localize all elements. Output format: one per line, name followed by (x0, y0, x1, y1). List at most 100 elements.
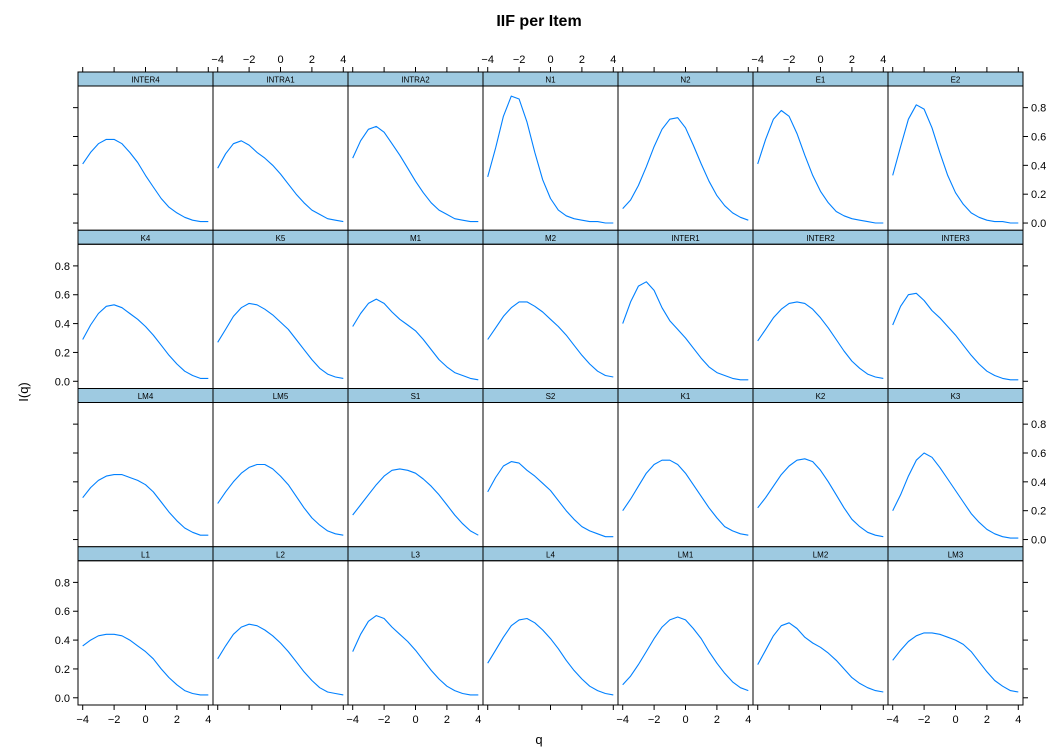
panel-frame (752, 402, 889, 548)
strip-label: INTER4 (131, 76, 160, 85)
iif-curve-lm4 (82, 474, 209, 536)
strip-label: L1 (141, 550, 150, 559)
x-tick-label: 4 (205, 714, 211, 726)
panel-n1: N1 (482, 71, 619, 231)
strip-label: K1 (681, 392, 691, 401)
iif-curve-e2 (892, 104, 1019, 224)
panel-frame (77, 243, 214, 389)
iif-curve-n1 (487, 95, 614, 224)
panel-k1: K1 (617, 388, 754, 548)
x-tick-label: 4 (610, 54, 616, 66)
iif-curve-n2 (622, 117, 749, 221)
iif-curve-inter2 (757, 301, 884, 379)
iif-curve-l2 (217, 623, 344, 696)
x-tick-label: 2 (309, 54, 315, 66)
panel-frame (617, 402, 754, 548)
strip-label: LM4 (138, 392, 154, 401)
panel-frame (752, 560, 889, 706)
y-tick-label: 0.4 (55, 319, 70, 331)
iif-curve-lm1 (622, 616, 749, 692)
strip-label: LM3 (948, 550, 964, 559)
y-tick-label: 0.2 (1031, 506, 1046, 518)
axes: −4 −2 0 2 4 −4 −2 0 2 4 −4 −2 0 2 4 −4 −2 0 2 4 −4 −2 0 2 4 −4 −2 0… (55, 54, 1047, 726)
y-tick-label: 0.8 (55, 261, 70, 273)
y-tick-label: 0.6 (55, 606, 70, 618)
strip-label: LM5 (273, 392, 289, 401)
strip-label: L2 (276, 550, 285, 559)
x-tick-label: −2 (648, 714, 661, 726)
y-tick-label: 0.4 (1031, 160, 1046, 172)
y-tick-label: 0.8 (1031, 419, 1046, 431)
panel-l4: L4 (482, 546, 619, 706)
x-tick-label: −2 (108, 714, 121, 726)
y-tick-label: 0.8 (1031, 103, 1046, 115)
iif-curve-l1 (82, 633, 209, 696)
x-tick-label: 4 (340, 54, 346, 66)
x-tick-label: 4 (475, 714, 481, 726)
iif-curve-k5 (217, 302, 344, 379)
strip-label: K2 (816, 392, 826, 401)
panel-frame (617, 85, 754, 231)
x-tick-label: −2 (513, 54, 526, 66)
panel-frame (887, 243, 1024, 389)
y-axis-label: I(q) (16, 382, 31, 402)
strip-label: INTRA1 (266, 76, 295, 85)
iif-curve-lm5 (217, 463, 344, 536)
y-tick-label: 0.0 (1031, 535, 1046, 547)
y-tick-label: 0.2 (1031, 189, 1046, 201)
panel-intra2: INTRA2 (347, 71, 484, 231)
x-tick-label: −4 (481, 54, 494, 66)
panel-lm5: LM5 (212, 388, 349, 548)
chart-title: IIF per Item (496, 13, 581, 30)
panel-frame (347, 243, 484, 389)
panel-lm4: LM4 (77, 388, 214, 548)
strip-label: INTER1 (671, 234, 700, 243)
iif-curve-k1 (622, 459, 749, 536)
iif-curve-lm2 (757, 622, 884, 693)
iif-curve-l4 (487, 617, 614, 696)
y-tick-label: 0.8 (55, 577, 70, 589)
x-tick-label: 4 (880, 54, 886, 66)
strip-label: E1 (816, 76, 826, 85)
y-tick-label: 0.0 (1031, 218, 1046, 230)
x-tick-label: −4 (346, 714, 359, 726)
panel-e2: E2 (887, 71, 1024, 231)
iif-curve-k2 (757, 458, 884, 538)
panel-frame (887, 85, 1024, 231)
panel-intra1: INTRA1 (212, 71, 349, 231)
panel-inter4: INTER4 (77, 71, 214, 231)
x-tick-label: −4 (211, 54, 224, 66)
panel-frame (482, 402, 619, 548)
x-tick-label: −4 (76, 714, 89, 726)
panel-n2: N2 (617, 71, 754, 231)
strip-label: N2 (680, 76, 691, 85)
panel-k3: K3 (887, 388, 1024, 548)
iif-curve-inter4 (82, 138, 209, 223)
strip-label: INTRA2 (401, 76, 430, 85)
y-tick-label: 0.6 (55, 290, 70, 302)
panel-grid: INTER4 INTRA1 INTRA2 N1 N2 E1 E2 K4 K5 M1 M2 INTER1… (77, 71, 1024, 706)
y-tick-label: 0.2 (55, 664, 70, 676)
strip-label: LM2 (813, 550, 829, 559)
panel-s2: S2 (482, 388, 619, 548)
x-tick-label: 0 (277, 54, 283, 66)
x-tick-label: 2 (714, 714, 720, 726)
panel-frame (77, 402, 214, 548)
panel-frame (752, 85, 889, 231)
iif-curve-inter1 (622, 281, 749, 381)
strip-label: M2 (545, 234, 557, 243)
panel-s1: S1 (347, 388, 484, 548)
x-tick-label: 4 (1015, 714, 1021, 726)
panel-l2: L2 (212, 546, 349, 706)
x-tick-label: 0 (142, 714, 148, 726)
y-tick-label: 0.6 (1031, 448, 1046, 460)
strip-label: K5 (276, 234, 286, 243)
iif-curve-s1 (352, 468, 479, 536)
iif-curve-inter3 (892, 292, 1019, 381)
panel-m1: M1 (347, 229, 484, 389)
y-tick-label: 0.4 (1031, 477, 1046, 489)
x-tick-label: 0 (952, 714, 958, 726)
panel-inter2: INTER2 (752, 229, 889, 389)
strip-label: INTER3 (941, 234, 970, 243)
panel-frame (752, 243, 889, 389)
